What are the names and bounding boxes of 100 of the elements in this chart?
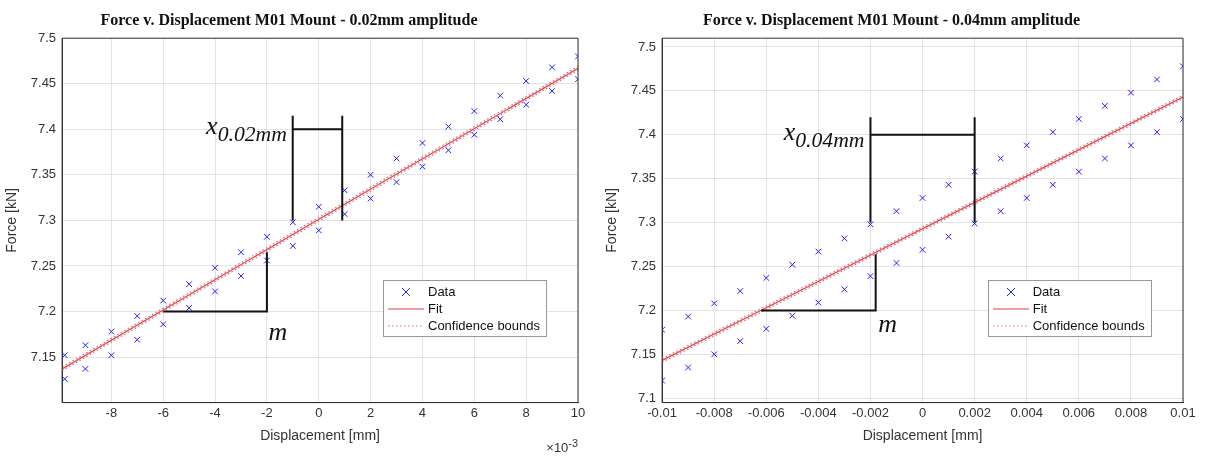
y-tick-label: 7.4: [638, 126, 657, 142]
point: [1101, 155, 1109, 162]
y-tick-label: 7.15: [30, 348, 57, 364]
point: [159, 297, 167, 304]
y-tick-label: 7.15: [630, 345, 657, 361]
y-tick-label: 7.3: [638, 214, 657, 230]
point: [289, 242, 297, 250]
x-tick-label: -0.006: [747, 404, 785, 420]
y-tick-label: 7.2: [38, 303, 57, 319]
y-tick-label: 7.3: [38, 211, 57, 227]
point: [997, 207, 1005, 215]
point: [82, 365, 89, 373]
point: [945, 233, 952, 240]
x-tick-label: 2: [366, 404, 375, 420]
point: [419, 139, 426, 147]
x-tick-label: -8: [105, 404, 118, 420]
point: [841, 235, 848, 242]
point: [684, 313, 692, 320]
x-tick-label: 0.008: [1114, 404, 1148, 420]
point: [62, 351, 69, 359]
point: [867, 221, 874, 228]
annotation: x$_{0.04mm}$: [783, 117, 865, 153]
point: [315, 227, 323, 234]
point: [522, 77, 530, 85]
x-tick-label: -0.008: [695, 404, 733, 420]
point: [263, 257, 271, 264]
point: [548, 64, 556, 71]
x-tick-label: -0.002: [852, 404, 889, 420]
legend-label: Data: [428, 284, 456, 299]
x-axis-title: Displacement [mm]: [862, 427, 983, 444]
point: [496, 115, 504, 123]
y-tick-label: 7.2: [638, 301, 657, 317]
annotation: m: [268, 316, 288, 347]
point: [867, 272, 874, 280]
x-tick-label: 6: [470, 404, 478, 420]
point: [237, 248, 245, 256]
point: [185, 280, 193, 288]
y-tick-label: 7.1: [638, 389, 657, 405]
point: [108, 328, 115, 335]
point: [62, 375, 69, 383]
point: [710, 350, 718, 358]
point: [1153, 76, 1161, 83]
point: [445, 146, 452, 154]
point: [445, 123, 452, 130]
point: [341, 210, 349, 218]
x-tick-label: -4: [209, 404, 221, 420]
point: [289, 218, 297, 226]
point: [133, 312, 141, 320]
point: [1049, 128, 1057, 136]
point: [211, 264, 219, 272]
point: [815, 299, 822, 306]
y-tick-label: 7.25: [630, 258, 657, 274]
point: [1127, 142, 1135, 149]
chart-title: Force v. Displacement M01 Mount - 0.04mm amplitude: [703, 10, 1080, 29]
point: [133, 336, 141, 344]
point: [522, 101, 530, 109]
point: [82, 341, 89, 349]
x-axis-title: Displacement [mm]: [260, 427, 380, 444]
point: [1153, 128, 1161, 136]
point: [1023, 142, 1031, 149]
legend-label: Confidence bounds: [1032, 318, 1145, 333]
point: [945, 181, 952, 189]
legend-label: Data: [1032, 284, 1061, 299]
annotation: x$_{0.02mm}$: [206, 111, 287, 147]
point: [710, 300, 718, 307]
point: [470, 107, 478, 115]
y-tick-label: 7.45: [630, 82, 657, 98]
x-tick-label: 10: [570, 404, 586, 420]
point: [762, 274, 770, 282]
point: [315, 203, 323, 211]
point: [762, 325, 770, 333]
y-tick-label: 7.35: [630, 170, 657, 186]
point: [736, 287, 744, 295]
x-tick-label: -0.004: [799, 404, 837, 420]
x-tick-label: 0.01: [1170, 404, 1196, 420]
y-tick-label: 7.4: [38, 120, 57, 136]
point: [108, 351, 115, 359]
point: [789, 312, 796, 319]
point: [841, 286, 848, 293]
point: [815, 248, 822, 255]
x-tick-label: 0: [315, 404, 323, 420]
y-tick-label: 7.45: [30, 75, 57, 91]
x-tick-label: 4: [418, 404, 427, 420]
point: [893, 207, 900, 215]
legend-label: Fit: [428, 301, 443, 316]
point: [548, 87, 556, 95]
point: [496, 92, 504, 99]
y-axis-title: Force [kN]: [603, 188, 620, 253]
y-tick-label: 7.5: [638, 38, 657, 54]
chart-title: Force v. Displacement M01 Mount - 0.02mm amplitude: [100, 10, 478, 29]
x-tick-label: -6: [157, 404, 169, 420]
x-tick-label: 0: [918, 404, 927, 420]
point: [1127, 89, 1135, 96]
y-axis-title: Force [kN]: [3, 188, 20, 253]
point: [393, 155, 400, 162]
point: [684, 364, 692, 371]
y-tick-label: 7.25: [30, 257, 57, 273]
point: [971, 220, 978, 227]
x-tick-label: 0.006: [1062, 404, 1096, 420]
legend-label: Fit: [1032, 301, 1048, 316]
